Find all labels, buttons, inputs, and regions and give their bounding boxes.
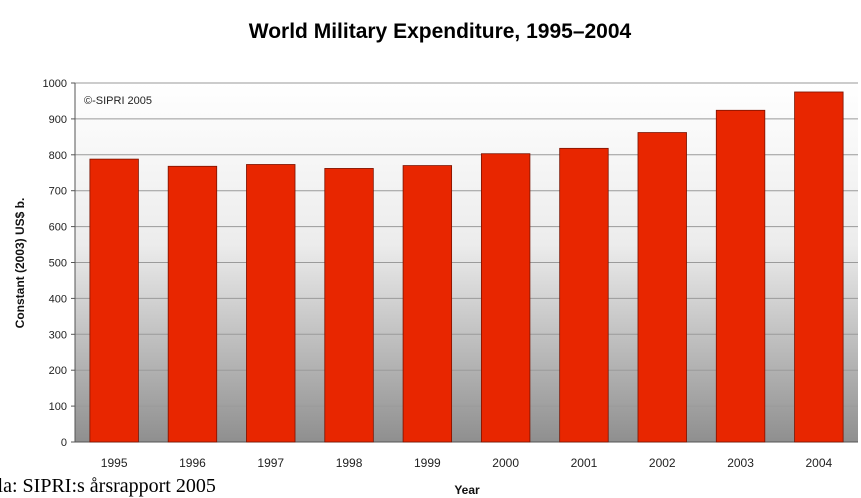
- y-tick-label: 200: [49, 365, 67, 377]
- x-tick-label: 2000: [492, 456, 519, 470]
- x-tick-label: 2002: [649, 456, 676, 470]
- bar-2000: [480, 153, 531, 443]
- x-tick-label: 1996: [179, 456, 206, 470]
- y-tick-label: 300: [49, 329, 67, 341]
- y-tick-label: 500: [49, 258, 67, 270]
- watermark-text: ©-SIPRI 2005: [84, 95, 152, 107]
- bar-1995: [89, 158, 139, 443]
- x-tick-label: 2001: [571, 456, 598, 470]
- y-tick-label: 1000: [43, 78, 67, 90]
- y-axis-ticks: 0 100 200 300 400 500 600 700 800 900 1000: [43, 78, 75, 449]
- x-tick-label: 2003: [727, 456, 754, 470]
- y-tick-label: 0: [61, 437, 67, 449]
- bar-1998: [324, 168, 374, 443]
- x-axis-ticks: 1995 1996 1997 1998 1999 2000 2001 2002 2003 2004: [101, 456, 833, 470]
- x-axis-title: Year: [454, 483, 480, 497]
- x-tick-label: 1997: [257, 456, 284, 470]
- bar-1997: [246, 164, 296, 443]
- source-note: lla: SIPRI:s årsrapport 2005: [0, 475, 216, 497]
- y-axis-title: Constant (2003) US$ b.: [13, 198, 27, 329]
- y-tick-label: 900: [49, 114, 67, 126]
- y-tick-label: 600: [49, 222, 67, 234]
- y-tick-label: 800: [49, 150, 67, 162]
- bar-1996: [167, 165, 218, 443]
- x-tick-label: 2004: [805, 456, 832, 470]
- bar-2003: [715, 109, 766, 443]
- x-tick-label: 1995: [101, 456, 128, 470]
- y-tick-label: 100: [49, 401, 67, 413]
- y-tick-label: 400: [49, 293, 67, 305]
- bar-2004: [794, 91, 844, 443]
- bar-1999: [402, 165, 453, 443]
- bar-2002: [637, 132, 687, 443]
- x-tick-label: 1998: [336, 456, 363, 470]
- y-tick-label: 700: [49, 186, 67, 198]
- x-tick-label: 1999: [414, 456, 441, 470]
- chart-title: World Military Expenditure, 1995–2004: [249, 20, 632, 43]
- bar-2001: [559, 147, 609, 443]
- bars: [89, 91, 844, 443]
